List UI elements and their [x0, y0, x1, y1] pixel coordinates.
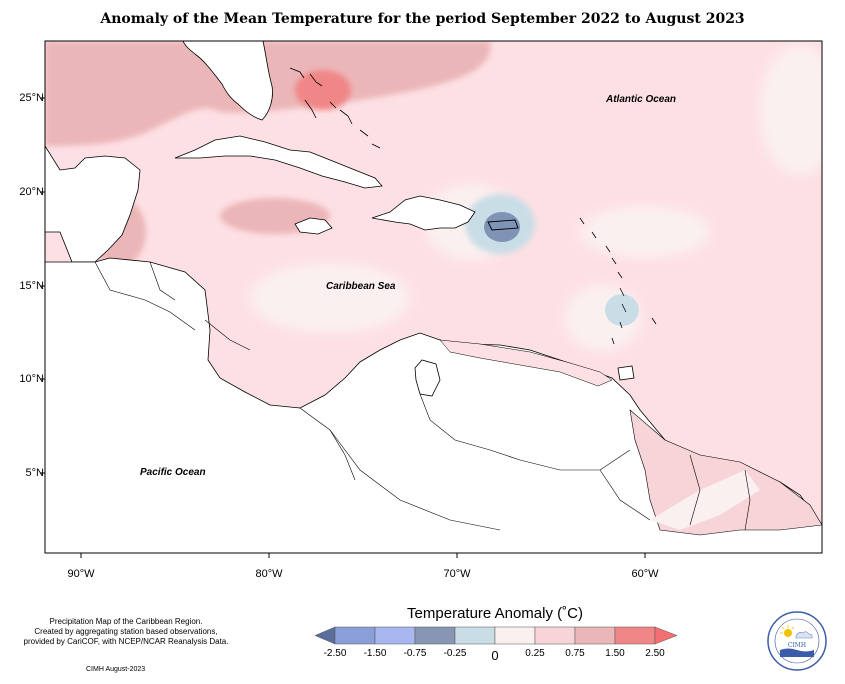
footer-note: Precipitation Map of the Caribbean Regio… [6, 617, 246, 647]
footer-line-3: provided by CariCOF, with NCEP/NCAR Rean… [23, 637, 229, 646]
axis-ticks [40, 97, 646, 558]
country-borders [94, 261, 751, 531]
land-maracaibo-outline [414, 359, 441, 397]
lat-label-15n: 15°N [19, 280, 44, 292]
map-title: Anomaly of the Mean Temperature for the … [100, 11, 745, 27]
legend-swatch [374, 626, 416, 645]
anomaly-zone-atlantic-neutral [760, 45, 822, 175]
legend-tick-label: -1.50 [363, 648, 387, 659]
lat-label-5n: 5°N [25, 467, 44, 479]
anomaly-hotspot-bahamas [295, 70, 351, 110]
land-puerto-rico [487, 219, 519, 231]
land-guiana-neutral [650, 470, 760, 530]
legend-tick-label: 1.50 [605, 648, 625, 659]
footer-line-2: Created by aggregating station based obs… [34, 627, 218, 636]
map-frame [44, 40, 823, 554]
pacific-ocean-label: Pacific Ocean [140, 467, 206, 478]
legend-tick-label: -0.25 [443, 648, 467, 659]
anomaly-zone-caribbean-neutral [250, 263, 410, 333]
lat-label-10n: 10°N [19, 373, 44, 385]
legend-swatch [334, 626, 376, 645]
atlantic-ocean-label: Atlantic Ocean [606, 94, 677, 105]
legend-tick-label: 2.50 [645, 648, 665, 659]
lat-label-25n: 25°N [19, 92, 44, 104]
land-cuba [174, 135, 383, 189]
land-jamaica [294, 217, 333, 235]
cimh-logo-icon: CIMH [767, 611, 827, 671]
land-lesser-antilles [579, 217, 657, 345]
credit-text: CIMH August-2023 [86, 666, 146, 673]
lon-label-70w: 70°W [443, 568, 471, 580]
legend-swatch [574, 626, 616, 645]
legend-swatch [534, 626, 576, 645]
legend-swatch [454, 626, 496, 645]
anomaly-zone-east-neutral [580, 206, 710, 258]
legend-arrow-left [314, 626, 336, 645]
legend-tick-label: 0.25 [525, 648, 545, 659]
legend-arrow-right [654, 626, 678, 645]
anomaly-zone-windward-cool [605, 294, 639, 326]
land-florida [182, 41, 273, 121]
lat-label-20n: 20°N [19, 186, 44, 198]
land-venezuela-coast [439, 339, 613, 387]
land-bahamas [289, 67, 381, 149]
anomaly-zone-puertorico-cold [484, 212, 520, 242]
legend-tick-label: -0.75 [403, 648, 427, 659]
land-hispaniola [371, 195, 476, 231]
sun-icon [784, 629, 792, 637]
cloud-icon [795, 631, 813, 639]
land-mainland [45, 145, 141, 263]
legend-tick-label: 0 [491, 648, 499, 663]
land-trinidad [617, 365, 635, 381]
legend-tick-label: 0.75 [565, 648, 585, 659]
lon-label-60w: 60°W [631, 568, 659, 580]
caribbean-sea-label: Caribbean Sea [326, 281, 396, 292]
logo-text: CIMH [788, 642, 806, 649]
legend-tick-label: -2.50 [323, 648, 347, 659]
legend-colorbar [314, 626, 678, 645]
footer-line-1: Precipitation Map of the Caribbean Regio… [49, 617, 203, 626]
legend-swatch [494, 626, 536, 645]
lon-label-90w: 90°W [67, 568, 95, 580]
legend-swatch [614, 626, 656, 645]
lon-label-80w: 80°W [255, 568, 283, 580]
legend-title: Temperature Anomaly (˚C) [407, 605, 583, 622]
legend-swatch [414, 626, 456, 645]
